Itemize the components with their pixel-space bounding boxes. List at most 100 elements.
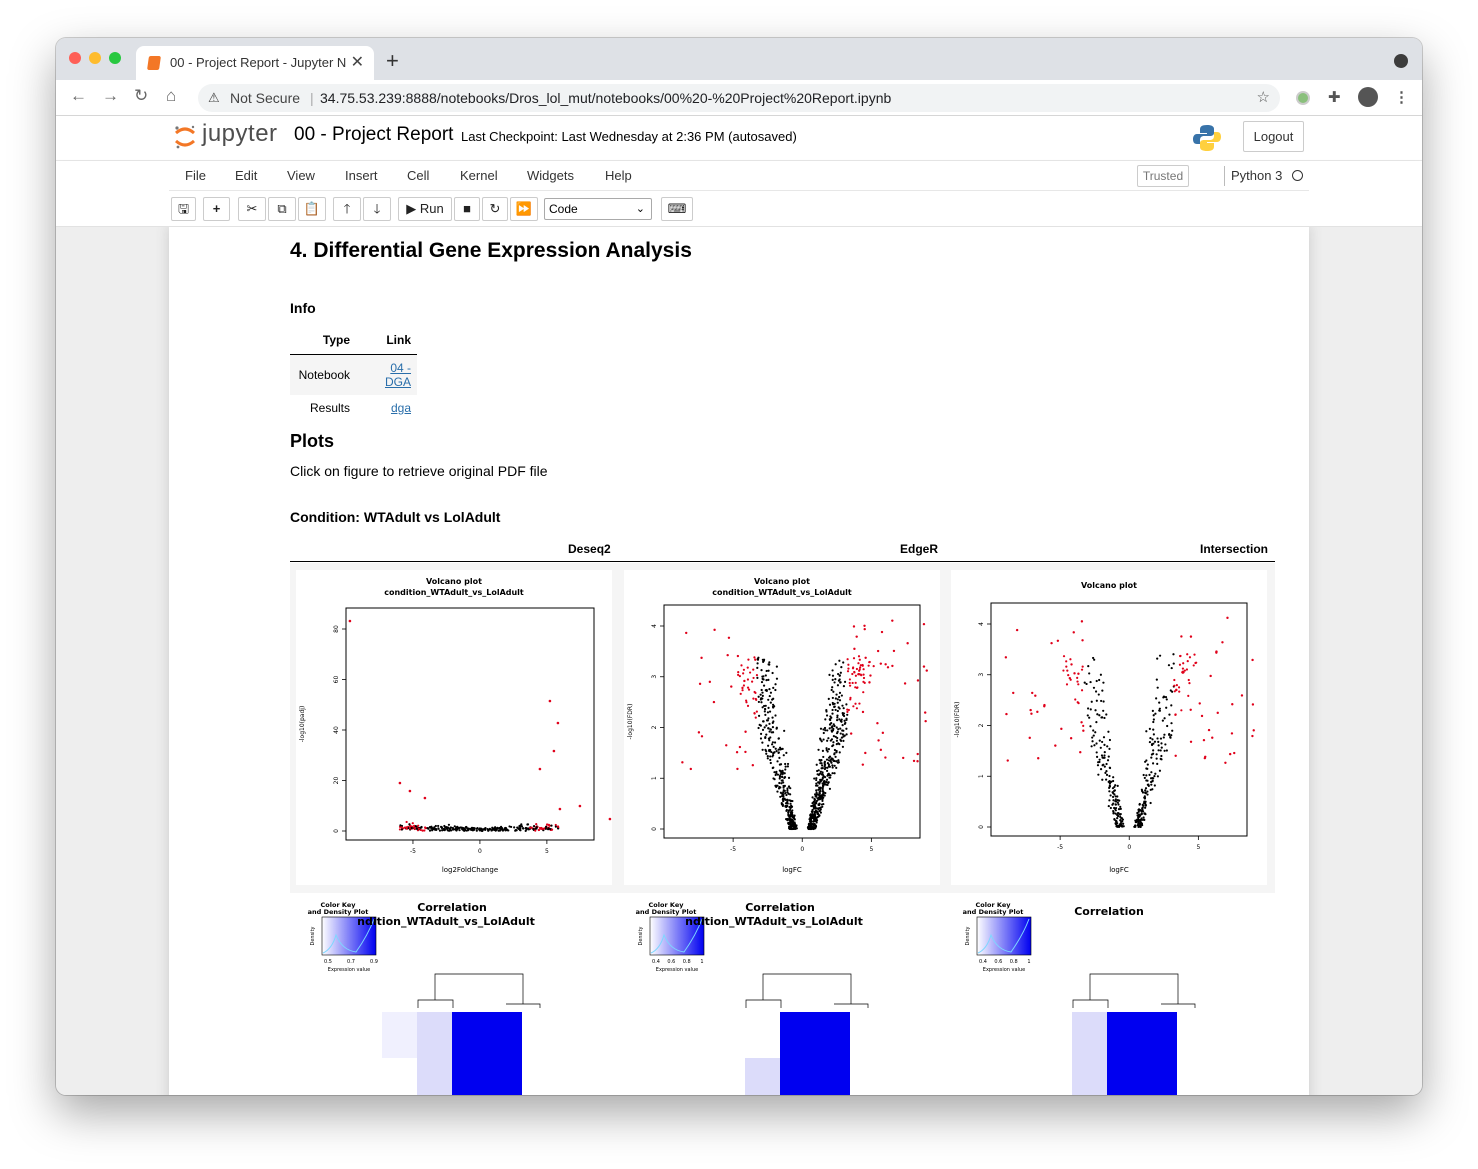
- data-point: [547, 823, 550, 826]
- forward-icon[interactable]: →: [102, 86, 119, 105]
- volcano-plot-edger[interactable]: Volcano plot condition_WTAdult_vs_LolAdul…: [624, 570, 940, 885]
- menu-view[interactable]: View: [287, 168, 315, 183]
- back-icon[interactable]: ←: [70, 86, 87, 105]
- data-point: [1155, 753, 1158, 756]
- menu-insert[interactable]: Insert: [345, 168, 378, 183]
- url-text[interactable]: 34.75.53.239:8888/notebooks/Dros_lol_mut…: [320, 90, 892, 106]
- data-point: [823, 726, 827, 730]
- data-point: [838, 718, 841, 721]
- interrupt-button[interactable]: ■: [454, 197, 480, 221]
- new-tab-button[interactable]: +: [386, 48, 399, 73]
- data-point: [514, 828, 517, 832]
- data-point: [1111, 795, 1115, 799]
- data-point: [1146, 779, 1149, 782]
- insert-cell-button[interactable]: +: [203, 197, 230, 221]
- tab-close-icon[interactable]: ✕: [350, 54, 364, 71]
- data-point: [1147, 784, 1150, 787]
- data-point: [1116, 795, 1119, 798]
- browser-tab[interactable]: 00 - Project Report - Jupyter N ✕: [136, 46, 374, 80]
- cut-button[interactable]: ✂: [238, 197, 266, 221]
- run-button[interactable]: ▶ Run: [398, 197, 452, 221]
- data-point: [787, 792, 790, 795]
- menu-file[interactable]: File: [185, 168, 206, 183]
- cell-type-select[interactable]: Code ⌄: [544, 198, 652, 220]
- paste-button[interactable]: 📋: [298, 197, 326, 221]
- data-point: [475, 829, 478, 832]
- move-down-button[interactable]: 🡓: [363, 197, 391, 221]
- trusted-indicator[interactable]: Trusted: [1137, 165, 1189, 187]
- copy-button[interactable]: ⧉: [268, 197, 296, 221]
- url-bar[interactable]: ⚠ Not Secure | 34.75.53.239:8888/noteboo…: [198, 84, 1280, 112]
- data-point: [1050, 641, 1053, 645]
- data-point: [1090, 700, 1093, 703]
- bookmark-star-icon[interactable]: ☆: [1256, 89, 1270, 106]
- minimize-window-button[interactable]: [89, 52, 101, 64]
- data-point: [420, 826, 423, 829]
- data-point: [1145, 730, 1148, 733]
- data-point: [838, 674, 841, 677]
- data-point: [831, 696, 834, 700]
- menu-widgets[interactable]: Widgets: [527, 168, 574, 183]
- correlation-heatmap-intersection[interactable]: Color Key and Density Plot Density 0.4 0.6 0.…: [951, 895, 1267, 1095]
- plots-note: Click on figure to retrieve original PDF…: [290, 463, 548, 479]
- extensions-puzzle-icon[interactable]: ✚: [1328, 89, 1341, 106]
- avatar[interactable]: [1358, 87, 1378, 107]
- data-point: [774, 747, 777, 750]
- move-up-button[interactable]: 🡑: [333, 197, 361, 221]
- menu-help[interactable]: Help: [605, 168, 632, 183]
- maximize-window-button[interactable]: [109, 52, 121, 64]
- data-point: [836, 709, 839, 713]
- menu-kernel[interactable]: Kernel: [460, 168, 498, 183]
- jupyter-wordmark[interactable]: jupyter: [202, 120, 278, 147]
- data-point: [761, 748, 764, 751]
- data-point: [1152, 749, 1155, 752]
- jupyter-logo-icon[interactable]: [174, 124, 196, 150]
- save-button[interactable]: 🖫: [171, 197, 196, 221]
- color-key-y-label: Density: [310, 926, 316, 945]
- data-point: [756, 676, 759, 680]
- notebook-title[interactable]: 00 - Project Report: [294, 124, 454, 145]
- correlation-heatmap-deseq2[interactable]: Color Key and Density Plot Density 0.5 0.7 0.…: [296, 895, 612, 1095]
- kernel-name[interactable]: Python 3: [1224, 166, 1282, 186]
- command-palette-button[interactable]: ⌨: [661, 197, 693, 221]
- data-point: [831, 686, 834, 689]
- data-point: [826, 783, 829, 787]
- volcano-plot-deseq2[interactable]: Volcano plot condition_WTAdult_vs_LolAdul…: [296, 570, 612, 885]
- notebook-link[interactable]: 04 - DGA: [384, 361, 411, 389]
- table-row: Notebook 04 - DGA: [290, 354, 417, 395]
- security-label[interactable]: Not Secure: [230, 90, 301, 106]
- data-point: [1090, 745, 1093, 748]
- home-icon[interactable]: ⌂: [166, 86, 177, 105]
- volcano-plot-intersection[interactable]: Volcano plot logFC -log10(FDR) 0 1 2 3 4 -5 0 5: [951, 570, 1267, 885]
- data-point: [831, 766, 834, 769]
- data-point: [713, 628, 716, 632]
- table-header: Type: [290, 327, 356, 355]
- data-point: [737, 673, 740, 676]
- data-point: [1142, 816, 1145, 819]
- correlation-heatmap-edger[interactable]: Color Key and Density Plot Density 0.4 0.6 0.…: [624, 895, 940, 1095]
- data-point: [745, 699, 748, 702]
- heatmap-cell: [1107, 1012, 1142, 1058]
- data-point: [787, 785, 791, 788]
- data-point: [815, 791, 818, 794]
- table-row: Results dga: [290, 395, 417, 421]
- data-point: [1095, 742, 1098, 745]
- restart-run-all-button[interactable]: ⏩: [510, 197, 538, 221]
- profile-menu-icon[interactable]: [1394, 54, 1408, 68]
- data-point: [846, 713, 849, 716]
- data-point: [1148, 740, 1152, 744]
- menu-cell[interactable]: Cell: [407, 168, 430, 183]
- menu-edit[interactable]: Edit: [235, 168, 258, 183]
- restart-button[interactable]: ↻: [482, 197, 508, 221]
- reload-icon[interactable]: ↻: [134, 86, 149, 105]
- logout-button[interactable]: Logout: [1243, 121, 1304, 152]
- data-point: [681, 761, 684, 764]
- data-point: [851, 681, 854, 685]
- extension-circle-icon[interactable]: [1296, 91, 1310, 105]
- plot-title: Volcano plot: [426, 577, 482, 586]
- data-point: [1137, 819, 1141, 822]
- data-point: [1153, 740, 1157, 743]
- close-window-button[interactable]: [69, 52, 81, 64]
- browser-menu-icon[interactable]: ⋮: [1394, 89, 1409, 106]
- results-link[interactable]: dga: [390, 401, 411, 415]
